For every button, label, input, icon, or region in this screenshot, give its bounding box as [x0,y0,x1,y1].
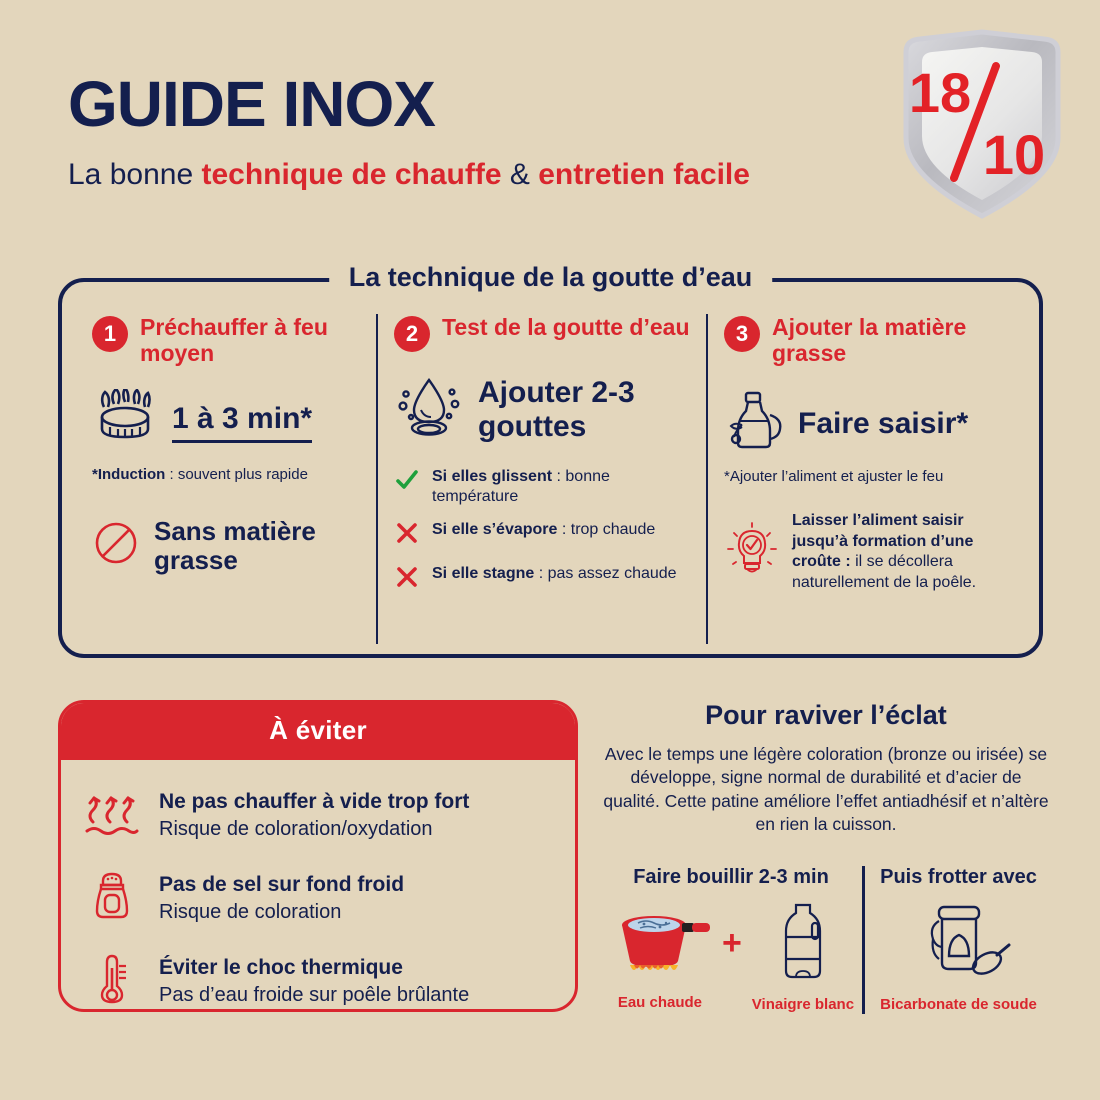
step-3-footnote: *Ajouter l’aliment et ajuster le feu [724,467,944,485]
check-item-bold: Si elle stagne [432,565,535,582]
avoid-item-title: Éviter le choc thermique [159,956,403,980]
step-1-footnote: *Induction : souvent plus rapide [92,466,360,483]
vinegar-bottle-icon [772,901,834,988]
thermometer-icon [83,950,141,1009]
avoid-item-title: Ne pas chauffer à vide trop fort [159,790,470,814]
step-1-underline [172,439,313,443]
step-3-tip-rest: il se décollera naturellement de la poêl… [792,553,977,592]
step-2-checklist: Si elles glissent : bonne température Si… [394,467,690,595]
check-item: Si elle s’évapore : trop chaude [394,520,690,551]
avoid-item-subtitle: Risque de coloration [159,900,342,923]
step-1-footnote-rest: : souvent plus rapide [165,465,308,483]
step-2-main: Ajouter 2-3 gouttes [394,374,690,445]
oil-bottle-icon [724,389,784,458]
ingredient-vinegar: Vinaigre blanc [752,901,854,1014]
step-3-main-text: Faire saisir* [798,406,969,440]
subtitle-text-1: La bonne [68,158,202,191]
subtitle-highlight-2: entretien facile [538,158,750,191]
cross-icon [394,564,420,595]
heat-waves-icon [83,784,141,847]
revive-boil-title: Faire bouillir 2-3 min [633,866,829,889]
revive-boil-column: Faire bouillir 2-3 min [600,866,862,1014]
water-drop-icon [394,374,464,445]
step-1-header: 1 Préchauffer à feu moyen [92,314,360,367]
cross-icon [394,520,420,551]
header: GUIDE INOX La bonne technique de chauffe… [68,72,898,191]
check-item-text: Si elle stagne : pas assez chaude [432,564,677,584]
subtitle-highlight-1: technique de chauffe [201,158,502,191]
step-3-tip-text: Laisser l’aliment saisir jusqu’à formati… [792,511,1009,594]
step-1-label: Préchauffer à feu moyen [140,314,328,367]
panel-title: La technique de la goutte d’eau [328,262,773,293]
check-item: Si elles glissent : bonne température [394,467,690,507]
ingredient-caption: Bicarbonate de soude [880,996,1037,1014]
avoid-panel-title: À éviter [61,703,575,760]
step-1-column: 1 Préchauffer à feu moyen [76,314,376,644]
ingredient-caption: Eau chaude [617,994,703,1012]
ingredient-caption: Vinaigre blanc [751,996,855,1014]
revive-body: Avec le temps une légère coloration (bro… [603,744,1049,834]
step-2-number: 2 [394,316,430,352]
step-1-main: 1 à 3 min* [92,385,360,456]
step-1-no-fat-text: Sans matière grasse [154,515,316,575]
step-2-header: 2 Test de la goutte d’eau [394,314,690,352]
step-1-footnote-bold: *Induction [92,465,166,483]
salt-shaker-icon [83,867,141,930]
check-item-rest: : trop chaude [557,521,656,538]
step-1-no-fat: Sans matière grasse [92,515,360,575]
plus-symbol: + [721,924,742,963]
revive-scrub-column: Puis frotter avec [862,866,1052,1015]
step-3-main: Faire saisir* [724,389,1009,458]
avoid-item: Éviter le choc thermique Pas d’eau froid… [83,950,553,1009]
step-1-number: 1 [92,316,128,352]
ingredient-baking-soda: Bicarbonate de soude [880,901,1037,1014]
boiling-pot-icon [608,903,712,986]
check-item-bold: Si elles glissent [432,468,553,485]
no-entry-icon [92,519,140,572]
avoid-panel: À éviter Ne pas chauffer à vide trop [58,700,578,1012]
step-3-tip: Laisser l’aliment saisir jusqu’à formati… [724,511,1009,594]
page-subtitle: La bonne technique de chauffe & entretie… [68,158,898,191]
check-item-bold: Si elle s’évapore [432,521,558,538]
avoid-item-subtitle: Pas d’eau froide sur poêle brûlante [159,983,470,1006]
check-icon [394,467,420,498]
subtitle-text-2: & [501,158,539,191]
shield-badge: 18 10 [892,26,1072,222]
step-3-column: 3 Ajouter la matière grasse [706,314,1025,644]
revive-title: Pour raviver l’éclat [705,700,947,730]
step-1-main-text: 1 à 3 min* [172,402,313,436]
check-item-rest: : bonne température [432,468,610,505]
step-2-column: 2 Test de la goutte d’eau [376,314,706,644]
ingredient-hot-water: Eau chaude [608,903,712,1012]
technique-panel: La technique de la goutte d’eau 1 Précha… [58,262,1043,658]
revive-scrub-title: Puis frotter avec [880,866,1037,889]
step-2-label: Test de la goutte d’eau [442,314,690,340]
gas-burner-icon [92,385,158,456]
badge-denominator: 10 [983,123,1045,186]
check-item-text: Si elle s’évapore : trop chaude [432,520,655,540]
avoid-item-subtitle: Risque de coloration/oxydation [159,817,433,840]
step-3-number: 3 [724,316,760,352]
avoid-item: Ne pas chauffer à vide trop fort Risque … [83,784,553,847]
check-item-text: Si elles glissent : bonne température [432,467,690,507]
step-3-tip-bold: Laisser l’aliment saisir jusqu’à formati… [792,511,974,571]
page-title: GUIDE INOX [68,68,436,140]
avoid-item: Pas de sel sur fond froid Risque de colo… [83,867,553,930]
lightbulb-check-icon [724,521,780,584]
baking-soda-jar-icon [903,901,1013,988]
revive-section: Pour raviver l’éclat Avec le temps une l… [600,700,1052,1015]
step-2-main-text: Ajouter 2-3 gouttes [478,375,635,443]
step-3-label: Ajouter la matière grasse [772,314,967,367]
check-item: Si elle stagne : pas assez chaude [394,564,690,595]
step-3-header: 3 Ajouter la matière grasse [724,314,1009,367]
badge-numerator: 18 [909,61,971,124]
check-item-rest: : pas assez chaude [534,565,677,582]
avoid-item-title: Pas de sel sur fond froid [159,873,405,897]
